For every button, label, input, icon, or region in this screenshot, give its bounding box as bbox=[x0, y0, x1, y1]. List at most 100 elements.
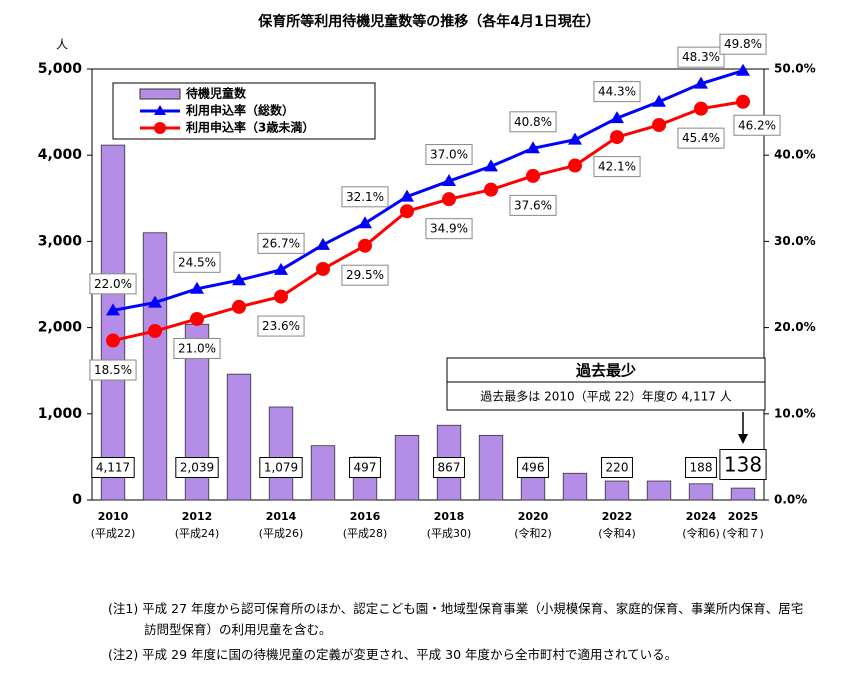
data-label-box bbox=[677, 46, 725, 68]
marker bbox=[190, 281, 204, 294]
data-label: 48.3% bbox=[677, 46, 725, 68]
marker bbox=[484, 182, 498, 197]
data-label: 188 bbox=[685, 457, 717, 478]
data-label-box bbox=[259, 457, 303, 478]
marker bbox=[442, 192, 456, 207]
marker bbox=[148, 324, 162, 339]
bar bbox=[100, 144, 126, 501]
legend-marker bbox=[154, 122, 166, 134]
data-label: 34.9% bbox=[425, 218, 473, 240]
data-label-box bbox=[517, 457, 549, 478]
data-label-box bbox=[173, 337, 221, 359]
data-label: 42.1% bbox=[593, 156, 641, 178]
data-label-box bbox=[91, 457, 135, 478]
legend-label: 待機児童数 bbox=[186, 86, 247, 101]
x-tick-sublabel: (令和6) bbox=[682, 526, 720, 540]
marker bbox=[736, 94, 750, 109]
line bbox=[112, 100, 744, 342]
data-label-box bbox=[173, 251, 221, 273]
marker bbox=[274, 289, 288, 304]
marker bbox=[232, 299, 246, 314]
marker bbox=[400, 204, 414, 219]
x-tick-label: 2016 bbox=[350, 510, 381, 523]
data-label: 23.6% bbox=[257, 315, 305, 337]
data-label-box bbox=[509, 194, 557, 216]
data-label-box bbox=[341, 264, 389, 286]
data-label-box bbox=[593, 81, 641, 103]
chart: 保育所等利用待機児童数等の推移（各年4月1日現在） 人 過去最少 過去最多は 2… bbox=[38, 13, 816, 540]
data-label-text: 220 bbox=[606, 461, 629, 475]
data-label-box bbox=[509, 111, 557, 133]
x-tick-sublabel: (平成30) bbox=[427, 527, 472, 540]
marker bbox=[274, 262, 288, 275]
data-label: 496 bbox=[517, 457, 549, 478]
y-tick-label: 4,000 bbox=[38, 147, 83, 163]
data-label-box bbox=[175, 457, 219, 478]
data-label-text: 21.0% bbox=[178, 341, 216, 355]
data-label-box bbox=[341, 186, 389, 208]
marker bbox=[148, 295, 162, 308]
marker bbox=[106, 333, 120, 348]
notes: (注1) 平成 27 年度から認可保育所のほか、認定こども園・地域型保育事業（小… bbox=[108, 598, 808, 669]
data-label: 49.8% bbox=[719, 33, 767, 55]
y2-tick-label: 50.0% bbox=[774, 62, 816, 76]
data-label-box bbox=[733, 114, 781, 136]
data-label: 497 bbox=[349, 457, 381, 478]
data-label-text: 40.8% bbox=[514, 115, 552, 129]
x-tick-sublabel: (令和2) bbox=[514, 526, 552, 540]
x-tick-sublabel: (令和７) bbox=[722, 526, 764, 540]
bar bbox=[268, 406, 294, 501]
marker bbox=[316, 237, 330, 250]
data-label-text: 37.6% bbox=[514, 198, 552, 212]
data-label: 1,079 bbox=[259, 457, 303, 478]
legend-label: 利用申込率（3歳未満） bbox=[186, 120, 314, 135]
legend-marker bbox=[154, 105, 166, 115]
line bbox=[112, 69, 744, 312]
data-label-text: 44.3% bbox=[598, 85, 636, 99]
data-label: 37.6% bbox=[509, 194, 557, 216]
y2-tick-label: 30.0% bbox=[774, 234, 816, 248]
annotation-box bbox=[446, 357, 766, 411]
data-label-text: 22.0% bbox=[94, 277, 132, 291]
data-label-text: 1,079 bbox=[264, 461, 298, 475]
data-label-text: 42.1% bbox=[598, 160, 636, 174]
y-unit: 人 bbox=[56, 38, 68, 52]
marker bbox=[736, 63, 750, 76]
bar bbox=[394, 434, 420, 501]
data-label-text: 188 bbox=[690, 461, 713, 475]
bar bbox=[730, 487, 756, 501]
y-tick-label: 1,000 bbox=[38, 406, 83, 422]
x-tick-label: 2012 bbox=[182, 510, 213, 523]
data-label-text: 29.5% bbox=[346, 268, 384, 282]
data-label: 867 bbox=[433, 457, 465, 478]
marker bbox=[358, 216, 372, 229]
annotation: 過去最少 過去最多は 2010（平成 22）年度の 4,117 人 bbox=[446, 357, 766, 444]
data-label: 22.0% bbox=[89, 273, 137, 295]
data-label-box bbox=[719, 33, 767, 55]
marker bbox=[694, 101, 708, 116]
data-label-box bbox=[601, 457, 633, 478]
marker bbox=[568, 158, 582, 173]
x-tick-sublabel: (平成24) bbox=[175, 527, 220, 540]
data-label-text: 496 bbox=[522, 461, 545, 475]
data-label-text: 497 bbox=[354, 461, 377, 475]
y-tick-label: 2,000 bbox=[38, 320, 83, 336]
y2-tick-label: 20.0% bbox=[774, 320, 816, 334]
data-label-box bbox=[349, 457, 381, 478]
marker bbox=[484, 159, 498, 172]
y-tick-label: 0 bbox=[72, 492, 82, 508]
data-label: 29.5% bbox=[341, 264, 389, 286]
annotation-title: 過去最少 bbox=[575, 362, 636, 380]
marker bbox=[610, 130, 624, 145]
data-label-text: 45.4% bbox=[682, 131, 720, 145]
marker bbox=[526, 141, 540, 154]
data-label-text: 4,117 bbox=[96, 461, 130, 475]
x-tick-label: 2024 bbox=[686, 510, 717, 523]
marker bbox=[610, 111, 624, 124]
marker bbox=[526, 168, 540, 183]
marker bbox=[568, 132, 582, 145]
data-label: 32.1% bbox=[341, 186, 389, 208]
bar bbox=[646, 480, 672, 501]
marker bbox=[400, 189, 414, 202]
